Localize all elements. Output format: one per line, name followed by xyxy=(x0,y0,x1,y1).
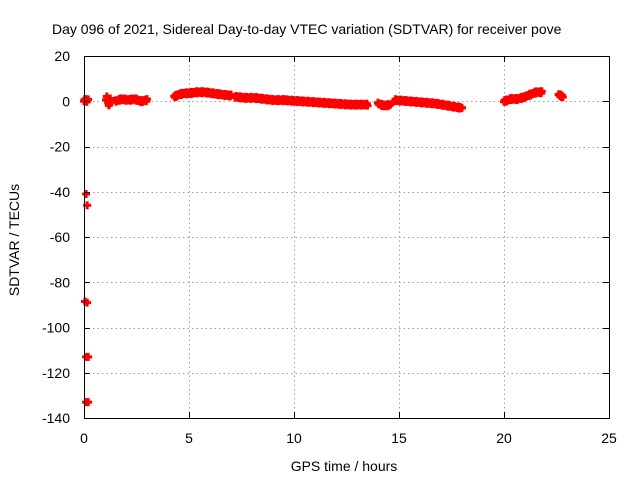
data-point xyxy=(227,90,235,99)
x-tick-labels: 0 5 10 15 20 25 xyxy=(80,430,617,446)
data-point xyxy=(83,298,92,307)
data-point-vbar xyxy=(84,190,88,199)
data-point xyxy=(143,95,151,104)
data-point xyxy=(83,201,92,210)
x-tick-label: 25 xyxy=(601,430,617,446)
y-tick-labels: 20 0 -20 -40 -60 -80 -100 -120 -140 xyxy=(42,48,70,426)
y-axis-label: SDTVAR / TECUs xyxy=(6,184,22,296)
chart-title: Day 096 of 2021, Sidereal Day-to-day VTE… xyxy=(52,21,562,37)
x-tick-label: 15 xyxy=(391,430,407,446)
y-tick-label: 20 xyxy=(54,48,70,64)
x-axis-label: GPS time / hours xyxy=(291,458,398,474)
data-point xyxy=(537,87,546,96)
data-point xyxy=(363,101,372,110)
y-tick-label: -100 xyxy=(42,320,70,336)
y-tick-label: -120 xyxy=(42,365,70,381)
data-point xyxy=(82,190,91,199)
data-point xyxy=(458,103,466,112)
data-point xyxy=(105,99,114,108)
data-points xyxy=(80,87,567,407)
data-point xyxy=(84,352,93,361)
y-tick-label: -140 xyxy=(42,410,70,426)
data-point-vbar xyxy=(366,101,369,110)
y-tick-label: -80 xyxy=(50,274,70,290)
data-point-vbar xyxy=(108,94,112,103)
data-point-vbar xyxy=(86,352,90,361)
y-tick-label: 0 xyxy=(62,93,70,109)
data-point xyxy=(106,94,115,103)
data-point-vbar xyxy=(229,90,233,99)
data-point-vbar xyxy=(460,103,464,112)
data-point-vbar xyxy=(86,398,90,407)
data-point xyxy=(558,93,567,102)
data-point-vbar xyxy=(540,87,544,96)
data-point xyxy=(84,95,93,104)
data-point-vbar xyxy=(86,95,90,104)
data-point-vbar xyxy=(389,100,393,109)
data-point-vbar xyxy=(108,99,112,108)
y-tick-label: -60 xyxy=(50,229,70,245)
x-tick-label: 20 xyxy=(496,430,512,446)
x-tick-label: 5 xyxy=(185,430,193,446)
data-point xyxy=(386,100,395,109)
axis-ticks xyxy=(84,56,610,419)
data-point-vbar xyxy=(561,93,565,102)
x-tick-label: 10 xyxy=(286,430,302,446)
data-point xyxy=(84,398,93,407)
data-point-vbar xyxy=(145,95,149,104)
x-tick-label: 0 xyxy=(80,430,88,446)
data-point-vbar xyxy=(85,201,89,210)
grid-lines xyxy=(84,56,609,418)
y-tick-label: -20 xyxy=(50,139,70,155)
data-point-vbar xyxy=(85,298,89,307)
y-tick-label: -40 xyxy=(50,184,70,200)
